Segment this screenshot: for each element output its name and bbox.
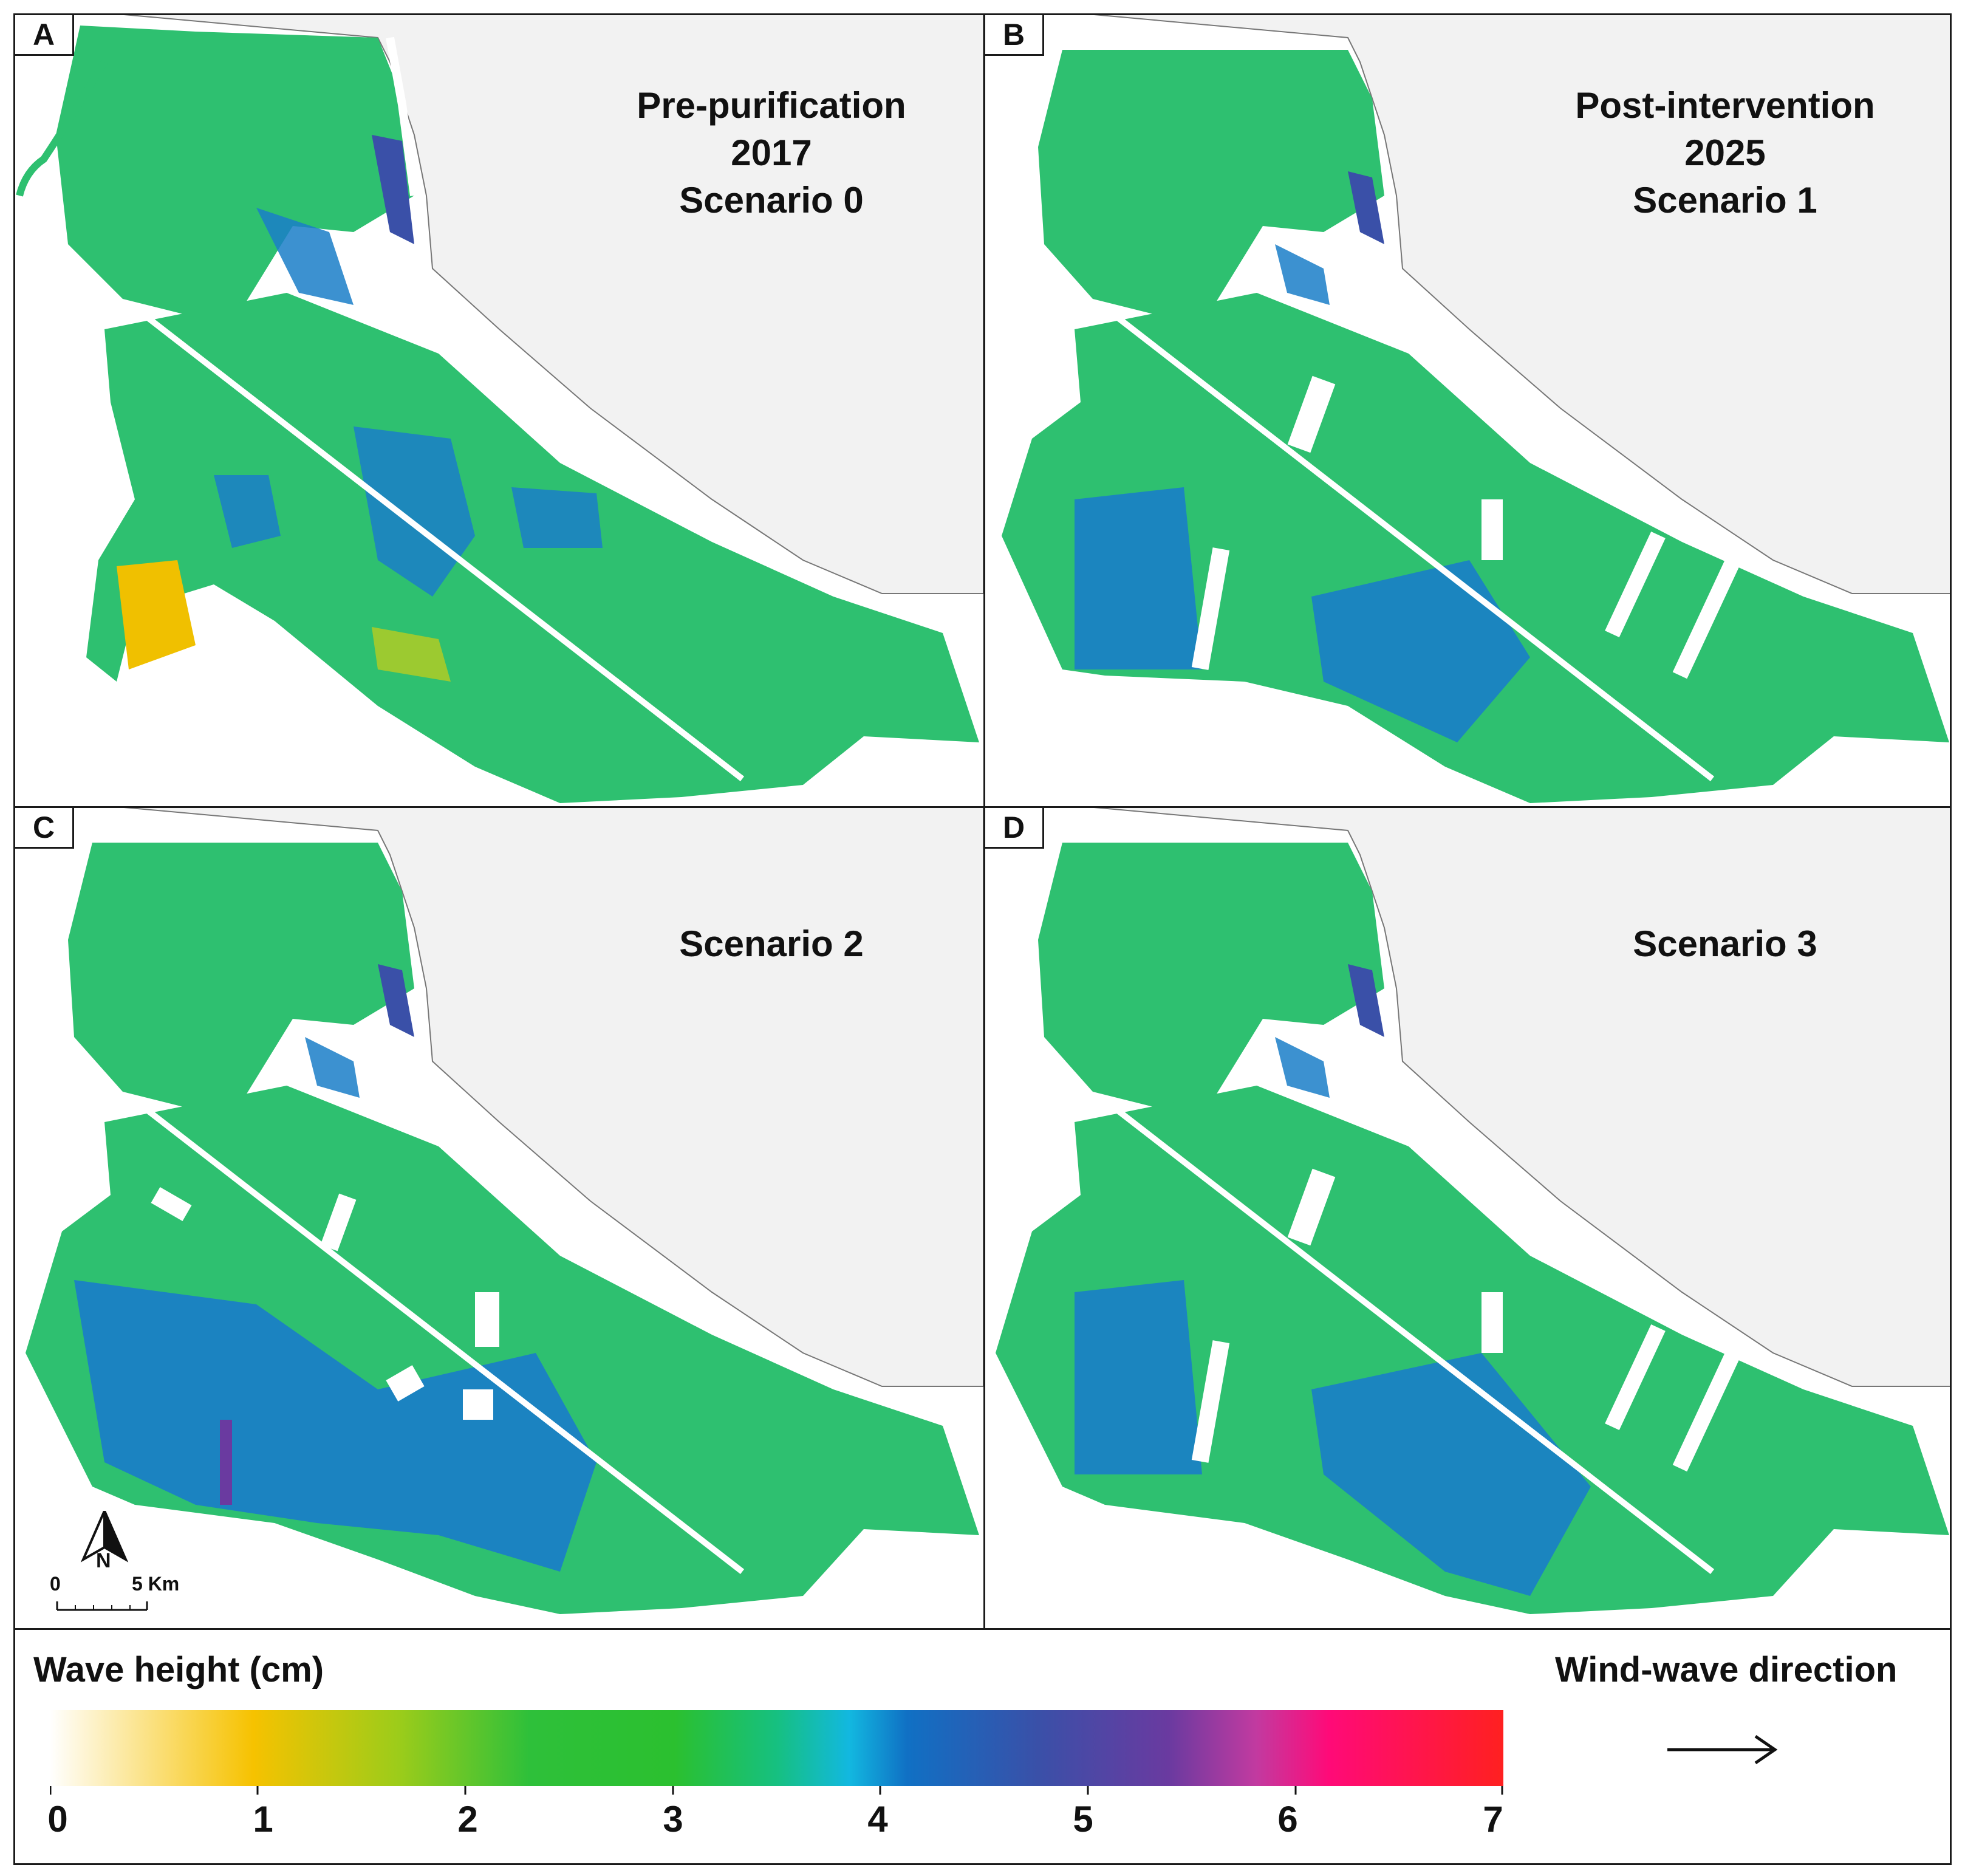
canal-a	[145, 315, 745, 781]
panel-d-title: Scenario 3	[1561, 920, 1889, 968]
colorbar-tick-label: 7	[1483, 1799, 1503, 1840]
deep-zone-b3	[1275, 244, 1330, 305]
sea-c	[110, 806, 983, 1387]
panel-b-title: Post-intervention 2025 Scenario 1	[1561, 82, 1889, 224]
panel-b-title-line: Scenario 1	[1633, 180, 1817, 221]
colorbar-tick-label: 1	[253, 1799, 273, 1840]
panel-d-title-line: Scenario 3	[1633, 923, 1817, 964]
deep-zone-c1	[74, 1280, 596, 1572]
lagoon-north-d	[1038, 843, 1384, 1110]
river-a	[16, 60, 108, 197]
lagoon-north-a	[56, 26, 414, 317]
lagoon-main-d	[996, 1086, 1949, 1614]
mouth-zone-c	[378, 964, 414, 1037]
map-b	[983, 13, 1952, 806]
panel-c-letter: C	[13, 806, 74, 849]
map-c	[13, 806, 983, 1628]
shallow-zone-a	[117, 560, 196, 669]
panel-a-title-line: Pre-purification	[637, 85, 906, 126]
panel-b-title-line: 2025	[1684, 132, 1766, 173]
panel-a	[13, 13, 983, 806]
colorbar-tick-label: 5	[1073, 1799, 1093, 1840]
colorbar-tick-label: 2	[457, 1799, 478, 1840]
lagoon-north-c	[68, 843, 414, 1110]
sea-b	[1080, 13, 1952, 594]
lagoon-main-b	[1002, 293, 1949, 803]
panel-d	[983, 806, 1952, 1628]
direction-legend-title: Wind-wave direction	[1555, 1650, 1898, 1689]
scale-bar	[56, 1601, 148, 1611]
lagoon-north-b	[1038, 50, 1384, 317]
mouth-zone-b	[1348, 171, 1384, 244]
deep-zone-d2	[1311, 1353, 1591, 1596]
map-a	[13, 13, 983, 806]
north-arrow-label: N	[96, 1549, 111, 1572]
mouth-zone-a	[372, 135, 414, 244]
panel-b-letter: B	[983, 13, 1044, 56]
legend-title: Wave height (cm)	[33, 1650, 324, 1689]
colorbar-tick-label: 4	[867, 1799, 888, 1840]
panel-c-title: Scenario 2	[607, 920, 935, 968]
deep-zone-a1	[354, 426, 475, 597]
colorbar-tick-label: 6	[1277, 1799, 1298, 1840]
wave-height-colorbar	[50, 1710, 1503, 1786]
deep-zone-a2	[214, 475, 281, 548]
deep-zone-d3	[1275, 1037, 1330, 1098]
panel-a-title-line: 2017	[731, 132, 812, 173]
panel-c-title-line: Scenario 2	[679, 923, 864, 964]
deep-zone-a4	[511, 487, 603, 548]
colorbar-tick-label: 0	[47, 1799, 68, 1840]
colorbar-tick-label: 3	[663, 1799, 683, 1840]
panel-b	[983, 13, 1952, 806]
scale-bar-start-label: 0	[50, 1573, 61, 1595]
colorbar-ticks	[50, 1786, 1503, 1795]
north-arrow-icon	[80, 1511, 129, 1563]
panel-d-letter: D	[983, 806, 1044, 849]
wind-wave-arrow-icon	[1667, 1734, 1778, 1765]
panel-a-title: Pre-purification 2017 Scenario 0	[607, 82, 935, 224]
mouth-zone-d	[1348, 964, 1384, 1037]
panel-a-title-line: Scenario 0	[679, 180, 864, 221]
scale-bar-end-label: 5 Km	[132, 1573, 180, 1595]
purple-streak-c	[220, 1420, 232, 1505]
map-d	[983, 806, 1952, 1628]
panel-c: N 0 5 Km	[13, 806, 983, 1628]
shallow-zone-a2	[372, 627, 451, 682]
deep-zone-c2	[305, 1037, 360, 1098]
deep-zone-d1	[1075, 1280, 1202, 1474]
panel-a-letter: A	[13, 13, 74, 56]
sea-d	[1080, 806, 1952, 1387]
deep-zone-b2	[1311, 560, 1530, 742]
deep-zone-a3	[256, 208, 354, 305]
panel-b-title-line: Post-intervention	[1575, 85, 1875, 126]
deep-zone-b1	[1075, 487, 1202, 669]
